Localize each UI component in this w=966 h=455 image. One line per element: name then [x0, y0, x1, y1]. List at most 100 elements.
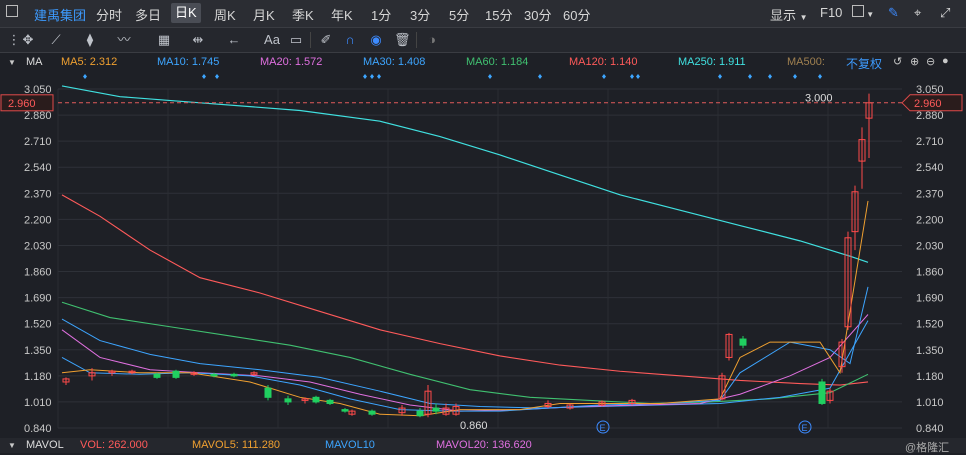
event-dot: [538, 74, 542, 79]
period-tab-intraday[interactable]: 分时: [96, 8, 123, 23]
period-tab-yearly[interactable]: 年K: [331, 8, 353, 23]
ma20-value: MA20: 1.572: [260, 56, 323, 68]
pen-icon[interactable]: ✎: [888, 5, 899, 20]
candle-body: [326, 399, 334, 404]
candle-body: [62, 378, 70, 383]
candle-body: [172, 370, 180, 378]
ma30-value: MA30: 1.408: [363, 56, 426, 68]
y-tick-left: 1.690: [24, 293, 52, 305]
magnet-icon[interactable]: ∩: [345, 32, 355, 47]
ma250-value: MA250: 1.911: [678, 56, 746, 68]
candle-body: [851, 191, 859, 233]
period-tab-3min[interactable]: 3分: [410, 8, 431, 23]
y-tick-right: 2.030: [916, 240, 944, 252]
toolbar-divider: [310, 32, 311, 48]
y-tick-left: 2.880: [24, 110, 52, 122]
period-tab-multiday[interactable]: 多日: [135, 8, 162, 23]
ma30-line: [61, 318, 869, 409]
y-tick-left: 2.710: [24, 136, 52, 148]
arrow-tool-icon[interactable]: ←: [227, 32, 241, 47]
crosshair-icon[interactable]: ✥: [22, 32, 34, 47]
candle-body: [398, 407, 406, 414]
candle-body: [844, 237, 852, 328]
high-label: 3.000: [805, 93, 833, 105]
top-toolbar: 建禹集团 分时 多日 日K 周K 月K 季K 年K 1分 3分 5分 15分 3…: [0, 0, 966, 28]
candle-body: [153, 373, 161, 378]
channel-tool-icon[interactable]: ⧫: [86, 32, 94, 47]
y-tick-left: 1.860: [24, 267, 52, 279]
ma-label: MA: [26, 56, 43, 68]
collapse-ma-icon[interactable]: ▼: [8, 58, 16, 67]
sidebar-toggle-icon[interactable]: [6, 5, 18, 20]
candle-body: [348, 410, 356, 415]
period-tab-weekly[interactable]: 周K: [214, 8, 236, 23]
y-tick-right: 1.180: [916, 371, 944, 383]
period-tab-quarterly[interactable]: 季K: [292, 8, 314, 23]
y-tick-left: 2.200: [24, 214, 52, 226]
event-marker-circle: [798, 420, 812, 434]
event-marker-label: E: [600, 423, 606, 433]
period-tab-daily[interactable]: 日K: [171, 3, 201, 23]
y-tick-right: 2.710: [916, 136, 944, 148]
candle-body: [424, 390, 432, 415]
drawing-toolbar: [0, 28, 966, 53]
period-tab-30min[interactable]: 30分: [524, 8, 552, 23]
y-tick-left: 1.010: [24, 397, 52, 409]
range-tool-icon[interactable]: ⇹: [192, 32, 204, 47]
f10-button[interactable]: F10: [820, 5, 843, 20]
expand-icon[interactable]: ⤢: [940, 5, 951, 20]
wave-tool-icon[interactable]: 〰: [117, 32, 131, 47]
y-tick-left: 2.540: [24, 162, 52, 174]
ma60-line: [61, 301, 869, 405]
note-tool-icon[interactable]: ▭: [289, 32, 303, 47]
event-dot: [768, 74, 772, 79]
ma120-value: MA120: 1.140: [569, 56, 638, 68]
measure-tool-icon[interactable]: ▦: [157, 32, 171, 47]
candle-body: [865, 102, 873, 119]
candle-body: [739, 338, 747, 346]
line-tool-icon[interactable]: ⟋: [51, 32, 61, 47]
event-dot: [630, 74, 634, 79]
event-dot: [83, 74, 87, 79]
event-dot: [202, 74, 206, 79]
stock-name[interactable]: 建禹集团: [34, 8, 87, 23]
collapse-vol-icon[interactable]: ▼: [8, 441, 16, 450]
more-icon[interactable]: ●: [942, 55, 949, 67]
y-tick-left: 2.370: [24, 188, 52, 200]
mavol10-value: MAVOL10: [325, 439, 375, 451]
candle-body: [718, 375, 726, 400]
candle-body: [818, 381, 826, 404]
y-tick-right: 1.690: [916, 293, 944, 305]
zoom-out-icon[interactable]: ⊖: [926, 56, 936, 68]
period-tab-60min[interactable]: 60分: [563, 8, 591, 23]
candle-body: [566, 404, 574, 409]
current-price-left: 2.960: [8, 98, 36, 110]
y-tick-left: 1.180: [24, 371, 52, 383]
trash-icon[interactable]: 🗑: [394, 32, 411, 47]
eraser-icon[interactable]: ✐: [320, 32, 332, 47]
restore-right-button[interactable]: 不复权: [846, 57, 883, 71]
candle-body: [341, 409, 349, 412]
period-tab-1min[interactable]: 1分: [371, 8, 392, 23]
ma-legend-row: ▼ MA MA5: 2.312 MA10: 1.745 MA20: 1.572 …: [0, 54, 966, 71]
text-tool-icon[interactable]: Aa: [264, 32, 280, 47]
kline-chart[interactable]: 3.050 3.050 2.880 2.880 2.710 2.710 2.540 2.540…: [0, 71, 966, 438]
event-dot: [748, 74, 752, 79]
event-dot: [370, 74, 374, 79]
collapse-icon[interactable]: ⋮: [7, 32, 21, 47]
pin-icon[interactable]: ⌖: [914, 5, 922, 20]
zoom-in-icon[interactable]: ⊕: [910, 56, 920, 68]
display-dropdown[interactable]: 显示 ▼: [770, 5, 808, 24]
checkbox-dropdown[interactable]: ▼: [852, 5, 874, 20]
period-tab-15min[interactable]: 15分: [485, 8, 513, 23]
toggle-icon[interactable]: ◑: [428, 32, 436, 47]
period-tab-5min[interactable]: 5分: [449, 8, 470, 23]
reset-icon[interactable]: ↺: [893, 56, 903, 68]
y-tick-right: 2.540: [916, 162, 944, 174]
period-tab-monthly[interactable]: 月K: [253, 8, 275, 23]
event-dot: [602, 74, 606, 79]
eye-icon[interactable]: ◉: [370, 32, 382, 47]
candle-body: [432, 407, 440, 412]
y-tick-right: 0.840: [916, 423, 944, 435]
watermark: @格隆汇: [905, 442, 950, 454]
